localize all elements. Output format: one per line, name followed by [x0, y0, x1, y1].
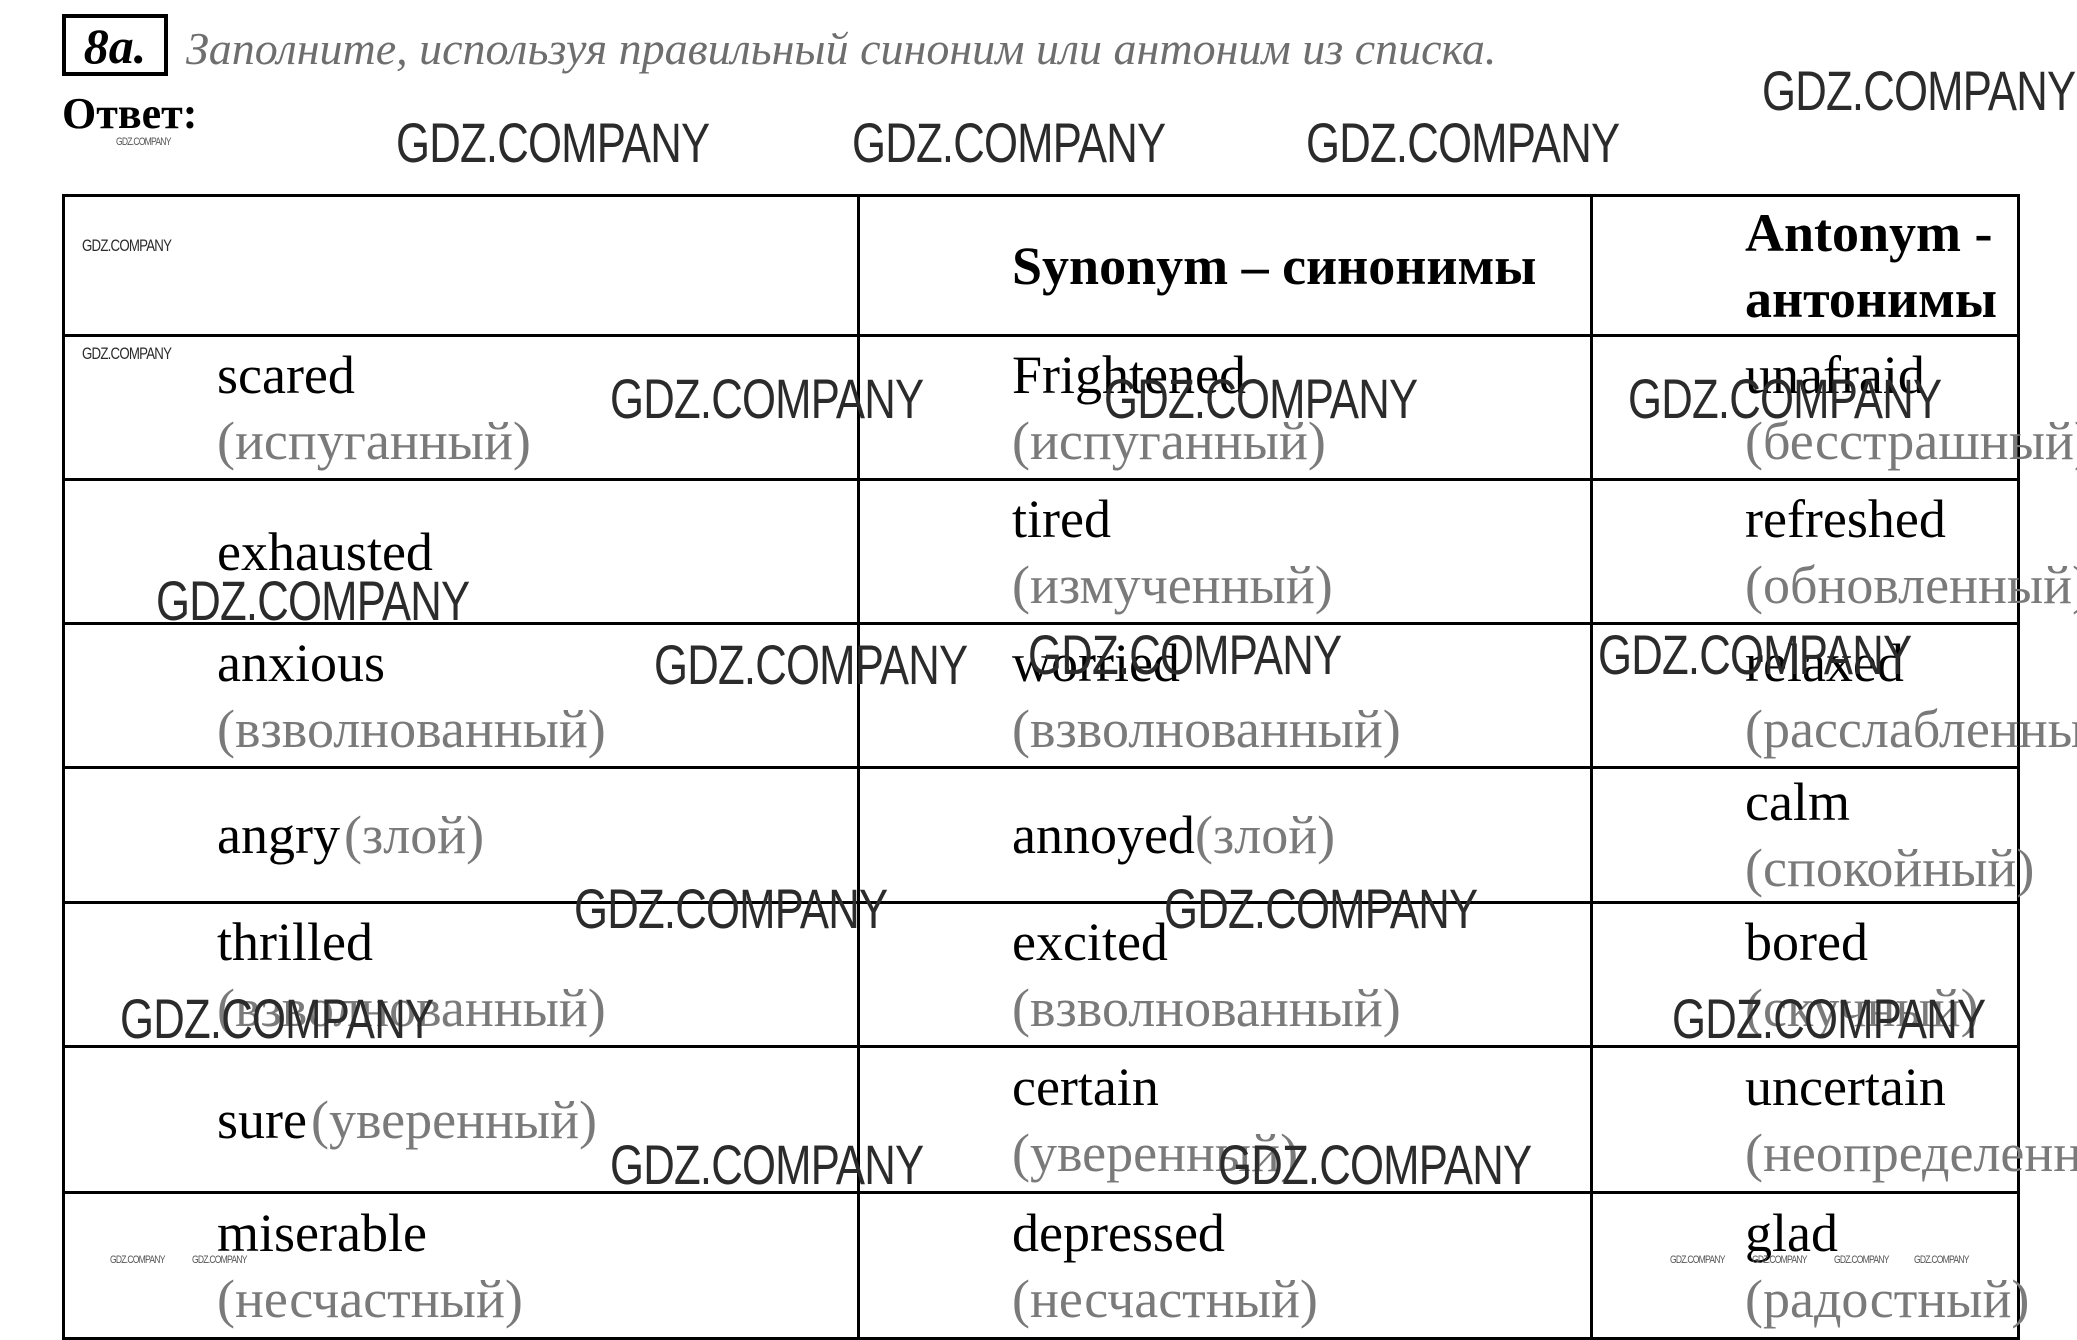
- word: anxious: [217, 632, 385, 693]
- word-translation: (взволнованный): [217, 977, 606, 1038]
- word-translation: (взволнованный): [217, 698, 606, 759]
- antonym: unafraid: [1745, 344, 1925, 405]
- watermark: GDZ.COMPANY: [156, 569, 470, 632]
- watermark: GDZ.COMPANY: [1834, 1254, 1889, 1266]
- antonym: bored: [1745, 911, 1868, 972]
- watermark: GDZ.COMPANY: [1672, 987, 1986, 1050]
- table-row: thrilled (взволнованный) excited (взволнов…: [62, 901, 2020, 1048]
- table-row: anxious (взволнованный) worried (взволнова…: [62, 622, 2077, 769]
- antonym-translation: (спокойный): [1745, 838, 2035, 898]
- watermark: GDZ.COMPANY: [610, 1133, 924, 1196]
- synonym-translation: (испуганный): [1012, 410, 1326, 471]
- watermark: GDZ.COMPANY: [1598, 623, 1912, 686]
- synonym-translation: (злой): [1194, 805, 1336, 865]
- antonym-translation: (обновленный): [1745, 554, 2077, 615]
- watermark: GDZ.COMPANY: [82, 344, 172, 363]
- header-word: [62, 194, 860, 337]
- antonym-translation: (скучный): [1745, 977, 1979, 1038]
- antonym-translation: (бесстрашный): [1745, 410, 2077, 471]
- table-row: angry (злой) annoyed(злой) calm (спокойн…: [62, 766, 2034, 904]
- watermark: GDZ.COMPANY: [610, 367, 924, 430]
- synonym-translation: (взволнованный): [1012, 977, 1401, 1038]
- table-header-row: Synonym – синонимы Antonym - антонимы: [62, 194, 2020, 337]
- table-row: scared (испуганный) Frightened (испуганный…: [62, 334, 2077, 481]
- antonym: glad: [1745, 1202, 1838, 1263]
- antonym-translation: (расслабленный): [1745, 698, 2077, 759]
- watermark: GDZ.COMPANY: [1670, 1254, 1725, 1266]
- watermark: GDZ.COMPANY: [1762, 59, 2076, 122]
- synonym: depressed: [1012, 1202, 1225, 1263]
- word-translation: (несчастный): [217, 1268, 523, 1329]
- word: thrilled: [217, 911, 373, 972]
- synonym: tired: [1012, 488, 1111, 549]
- word: sure: [217, 1089, 307, 1150]
- synonym-translation: (измученный): [1012, 554, 1333, 615]
- watermark: GDZ.COMPANY: [574, 877, 888, 940]
- answer-label: Ответ:: [62, 89, 198, 138]
- watermark: GDZ.COMPANY: [1306, 111, 1620, 174]
- antonym: uncertain: [1745, 1056, 1946, 1117]
- table-row: miserable (несчастный) depressed (несчастн…: [62, 1191, 2029, 1340]
- word-translation: (испуганный): [217, 410, 531, 471]
- table-row: sure (уверенный) certain (уверенный) unce…: [62, 1045, 2077, 1194]
- synonym: certain: [1012, 1056, 1159, 1117]
- watermark: GDZ.COMPANY: [1752, 1254, 1807, 1266]
- table-row: exhausted tired (измученный) refreshed (об…: [62, 478, 2077, 625]
- watermark: GDZ.COMPANY: [852, 111, 1166, 174]
- antonym-translation: (радостный): [1745, 1268, 2030, 1329]
- synonym: excited: [1012, 911, 1168, 972]
- task-number: 8a.: [62, 14, 168, 76]
- watermark: GDZ.COMPANY: [1104, 367, 1418, 430]
- synonym-translation: (уверенный): [1012, 1122, 1299, 1183]
- header-antonym: Antonym - антонимы: [1590, 194, 2020, 337]
- watermark: GDZ.COMPANY: [116, 136, 171, 148]
- synonym: worried: [1012, 632, 1180, 693]
- word-translation: (злой): [343, 805, 485, 865]
- watermark: GDZ.COMPANY: [654, 633, 968, 696]
- antonym: relaxed: [1745, 632, 1904, 693]
- task-instruction: Заполните, используя правильный синоним …: [186, 23, 1497, 74]
- synonym-translation: (взволнованный): [1012, 698, 1401, 759]
- word: scared: [217, 344, 355, 405]
- watermark: GDZ.COMPANY: [1028, 623, 1342, 686]
- vocabulary-table: Synonym – синонимы Antonym - антонимы sc…: [62, 194, 2077, 1340]
- word: miserable: [217, 1202, 427, 1263]
- watermark: GDZ.COMPANY: [1218, 1133, 1532, 1196]
- watermark: GDZ.COMPANY: [82, 236, 172, 255]
- synonym: annoyed: [1012, 805, 1195, 865]
- word-translation: (уверенный): [310, 1089, 598, 1150]
- watermark: GDZ.COMPANY: [192, 1254, 247, 1266]
- antonym: refreshed: [1745, 488, 1946, 549]
- antonym-translation: (неопределенный): [1745, 1122, 2077, 1183]
- synonym: Frightened: [1012, 344, 1246, 405]
- watermark: GDZ.COMPANY: [1914, 1254, 1969, 1266]
- antonym: calm: [1745, 772, 1850, 832]
- watermark: GDZ.COMPANY: [1164, 877, 1478, 940]
- header-synonym: Synonym – синонимы: [857, 194, 1593, 337]
- watermark: GDZ.COMPANY: [396, 111, 710, 174]
- word: exhausted: [217, 521, 433, 582]
- word: angry: [217, 805, 340, 865]
- watermark: GDZ.COMPANY: [110, 1254, 165, 1266]
- synonym-translation: (несчастный): [1012, 1268, 1318, 1329]
- watermark: GDZ.COMPANY: [1628, 367, 1942, 430]
- watermark: GDZ.COMPANY: [120, 987, 434, 1050]
